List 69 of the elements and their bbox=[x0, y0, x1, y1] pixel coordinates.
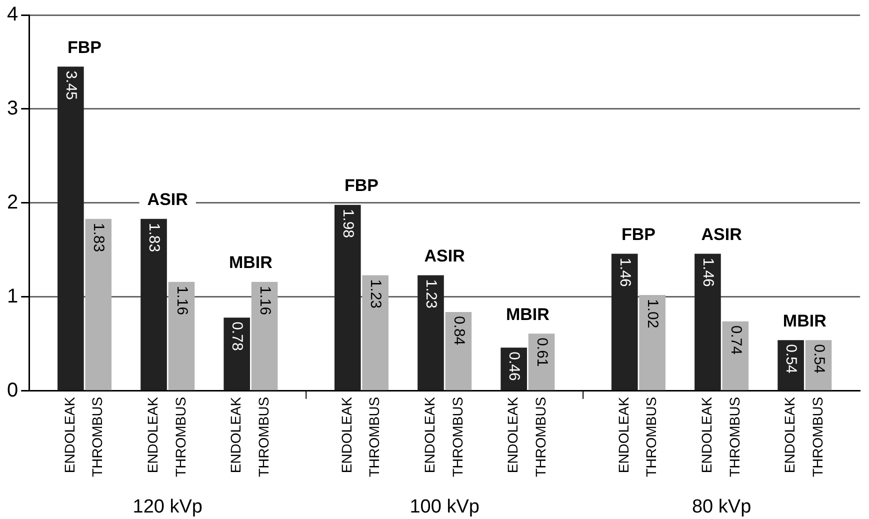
annotation: MBIR bbox=[228, 253, 272, 272]
bar bbox=[140, 218, 167, 390]
annotation: ASIR bbox=[147, 190, 188, 210]
data-label: 0.46 bbox=[506, 352, 523, 381]
x-tick-label: THROMBUS bbox=[809, 396, 826, 478]
data-label: 1.46 bbox=[616, 258, 634, 287]
data-label: 0.61 bbox=[533, 338, 550, 367]
x-tick-label: ENDOLEAK bbox=[615, 396, 632, 474]
y-tick-label: 4 bbox=[7, 4, 18, 26]
annotation: ASIR bbox=[701, 224, 742, 244]
x-tick-label: ENDOLEAK bbox=[504, 396, 521, 474]
x-tick-label: ENDOLEAK bbox=[782, 396, 798, 474]
data-label: 1.23 bbox=[422, 279, 440, 309]
x-tick-label: ENDOLEAK bbox=[62, 396, 78, 474]
x-tick-label: THROMBUS bbox=[255, 396, 272, 478]
x-tick-label: THROMBUS bbox=[89, 396, 106, 478]
text: 120 kVp bbox=[132, 496, 202, 518]
data-label: 1.46 bbox=[700, 258, 717, 287]
y-tick-label: 0 bbox=[7, 379, 18, 402]
bar bbox=[639, 295, 666, 390]
data-label: 0.84 bbox=[450, 316, 468, 346]
bar bbox=[418, 275, 444, 390]
bar bbox=[251, 282, 278, 390]
text: 80 kVp bbox=[692, 496, 752, 518]
x-tick-label: THROMBUS bbox=[172, 396, 188, 478]
bar bbox=[445, 312, 472, 390]
data-label: 1.02 bbox=[644, 299, 662, 328]
x-tick-label: THROMBUS bbox=[643, 396, 660, 478]
data-label: 1.83 bbox=[146, 222, 163, 252]
bar bbox=[362, 275, 388, 390]
y-tick-label: 2 bbox=[7, 191, 18, 214]
annotation: FBP bbox=[621, 224, 656, 244]
data-label: 1.98 bbox=[340, 208, 357, 238]
bar bbox=[168, 282, 195, 390]
bar bbox=[224, 318, 250, 390]
x-tick-label: ENDOLEAK bbox=[144, 396, 161, 474]
data-label: 0.78 bbox=[228, 322, 246, 351]
x-tick-label: ENDOLEAK bbox=[338, 396, 355, 474]
annotation: MBIR bbox=[506, 304, 550, 324]
bar bbox=[528, 334, 555, 390]
x-tick-label: THROMBUS bbox=[449, 396, 466, 478]
y-tick-label: 1 bbox=[7, 285, 18, 308]
data-label: 3.45 bbox=[62, 70, 80, 100]
annotation: ASIR bbox=[424, 246, 465, 266]
data-label: 0.54 bbox=[810, 344, 828, 374]
x-tick-label: ENDOLEAK bbox=[698, 396, 715, 474]
bar bbox=[85, 218, 112, 390]
bar bbox=[611, 254, 638, 390]
annotation: MBIR bbox=[782, 311, 826, 330]
x-tick-label: ENDOLEAK bbox=[422, 396, 438, 474]
data-label: 1.23 bbox=[367, 279, 384, 309]
x-tick-label: THROMBUS bbox=[726, 396, 742, 478]
x-tick-label: ENDOLEAK bbox=[228, 396, 244, 474]
bar bbox=[334, 204, 361, 390]
bar bbox=[694, 254, 721, 390]
bar bbox=[722, 321, 749, 390]
data-label: 0.54 bbox=[782, 344, 800, 374]
x-tick-label: THROMBUS bbox=[532, 396, 548, 478]
bar bbox=[778, 340, 804, 390]
annotation: FBP bbox=[68, 38, 102, 57]
text: 100 kVp bbox=[410, 496, 480, 518]
x-tick-label: THROMBUS bbox=[366, 396, 382, 478]
y-tick-label: 3 bbox=[7, 97, 18, 120]
data-label: 1.16 bbox=[173, 286, 190, 316]
data-label: 1.83 bbox=[90, 222, 108, 252]
bar bbox=[58, 66, 84, 390]
data-label: 1.16 bbox=[256, 286, 274, 316]
annotation: FBP bbox=[344, 176, 378, 196]
data-label: 0.74 bbox=[727, 325, 744, 355]
